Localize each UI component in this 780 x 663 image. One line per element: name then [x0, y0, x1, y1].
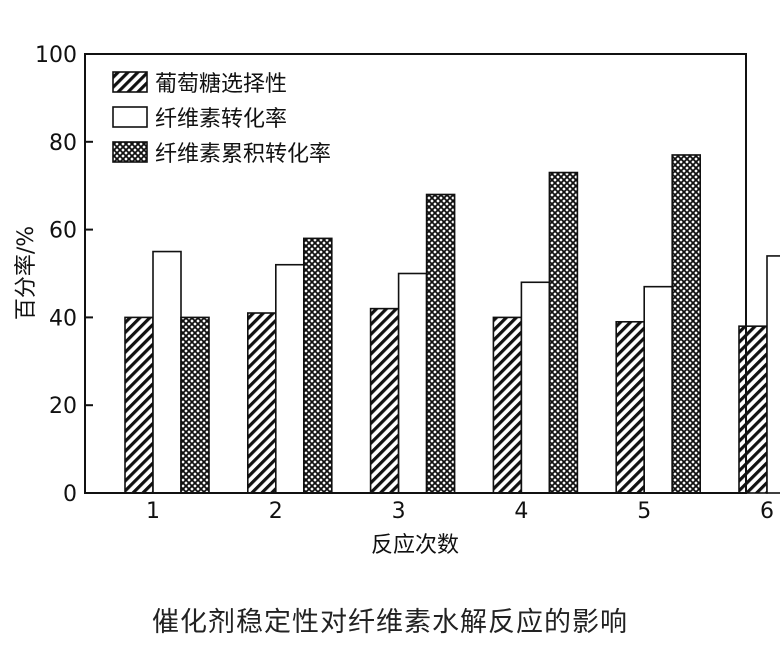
- bar-纤维素转化率-6: [766, 255, 780, 494]
- x-axis-label: 反应次数: [371, 533, 459, 558]
- legend-label-3: 纤维素累积转化率: [155, 142, 331, 167]
- bar-纤维素转化率-1: [152, 250, 182, 494]
- legend-label-1: 葡萄糖选择性: [155, 72, 287, 97]
- bar-葡萄糖选择性-4: [492, 316, 523, 494]
- chart: 0 20 40 60 80 100 1 2 3 4 5 6 百分率/% 反应次数 葡萄糖选择性纤维素转…: [14, 43, 780, 558]
- bar-纤维素转化率-2: [274, 263, 305, 494]
- legend-swatch-3: [112, 141, 148, 163]
- x-tick-label: 5: [637, 499, 651, 524]
- bar-葡萄糖选择性-2: [247, 312, 277, 494]
- y-tick-label: 100: [35, 43, 77, 68]
- bar-纤维素累积转化率-1: [180, 316, 210, 494]
- x-tick-label: 1: [146, 499, 160, 524]
- bar-纤维素累积转化率-3: [425, 193, 456, 494]
- figure-caption: 催化剂稳定性对纤维素水解反应的影响: [152, 607, 628, 638]
- x-tick-label: 2: [269, 499, 283, 524]
- bar-葡萄糖选择性-6: [738, 325, 768, 494]
- legend-swatch-2: [112, 106, 148, 128]
- y-tick-label: 20: [49, 394, 77, 419]
- bar-葡萄糖选择性-5: [615, 320, 646, 494]
- bar-纤维素累积转化率-2: [302, 237, 333, 494]
- bar-纤维素累积转化率-5: [671, 154, 702, 494]
- y-tick-label: 40: [49, 306, 77, 331]
- y-axis-label: 百分率/%: [14, 226, 39, 320]
- bar-纤维素转化率-5: [643, 285, 674, 494]
- bar-纤维素累积转化率-4: [548, 171, 579, 494]
- x-tick-label: 4: [514, 499, 528, 524]
- legend-swatch-1: [112, 71, 148, 93]
- y-tick-label: 0: [63, 482, 77, 507]
- bar-葡萄糖选择性-1: [124, 316, 154, 494]
- bar-纤维素转化率-4: [520, 281, 551, 494]
- y-tick-label: 60: [49, 219, 77, 244]
- bar-葡萄糖选择性-3: [369, 307, 400, 494]
- y-tick-label: 80: [49, 131, 77, 156]
- bar-纤维素转化率-3: [397, 272, 428, 494]
- plot-frame: [84, 53, 747, 494]
- legend-label-2: 纤维素转化率: [155, 107, 287, 132]
- x-tick-label: 3: [392, 499, 406, 524]
- x-tick-label: 6: [760, 499, 774, 524]
